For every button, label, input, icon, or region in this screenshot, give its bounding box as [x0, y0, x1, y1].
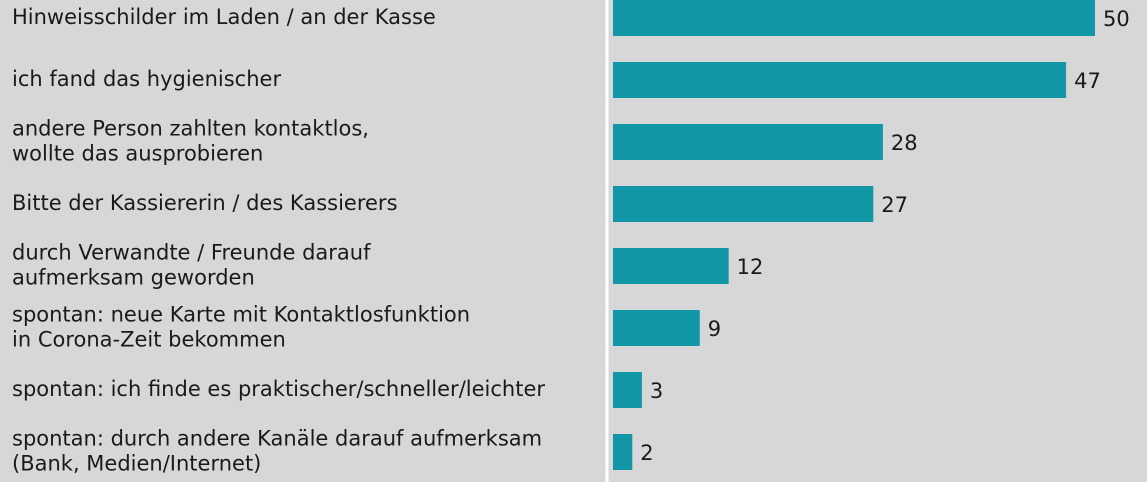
category-label: durch Verwandte / Freunde darauf: [12, 241, 371, 265]
category-label: aufmerksam geworden: [12, 266, 255, 290]
bar: [613, 434, 633, 470]
category-label: ich fand das hygienischer: [12, 67, 281, 91]
value-label: 28: [891, 131, 918, 155]
category-label: Hinweisschilder im Laden / an der Kasse: [12, 5, 436, 29]
bar: [613, 310, 700, 346]
category-label: (Bank, Medien/Internet): [12, 452, 261, 476]
category-label: Bitte der Kassiererin / des Kassierers: [12, 191, 398, 215]
value-label: 50: [1103, 7, 1130, 31]
category-label: spontan: neue Karte mit Kontaktlosfunkti…: [12, 303, 470, 327]
bar: [613, 372, 642, 408]
bar: [613, 186, 874, 222]
bar: [613, 0, 1095, 36]
bar: [613, 62, 1067, 98]
value-label: 2: [640, 441, 653, 465]
category-label: spontan: durch andere Kanäle darauf aufm…: [12, 427, 542, 451]
bar: [613, 248, 729, 284]
value-label: 47: [1074, 69, 1101, 93]
category-label: andere Person zahlten kontaktlos,: [12, 117, 369, 141]
value-label: 12: [737, 255, 764, 279]
category-label: wollte das ausprobieren: [12, 142, 263, 166]
category-label: in Corona-Zeit bekommen: [12, 328, 286, 352]
value-label: 3: [650, 379, 663, 403]
bar: [613, 124, 883, 160]
value-label: 27: [881, 193, 908, 217]
value-label: 9: [708, 317, 721, 341]
category-label: spontan: ich finde es praktischer/schnel…: [12, 377, 545, 401]
